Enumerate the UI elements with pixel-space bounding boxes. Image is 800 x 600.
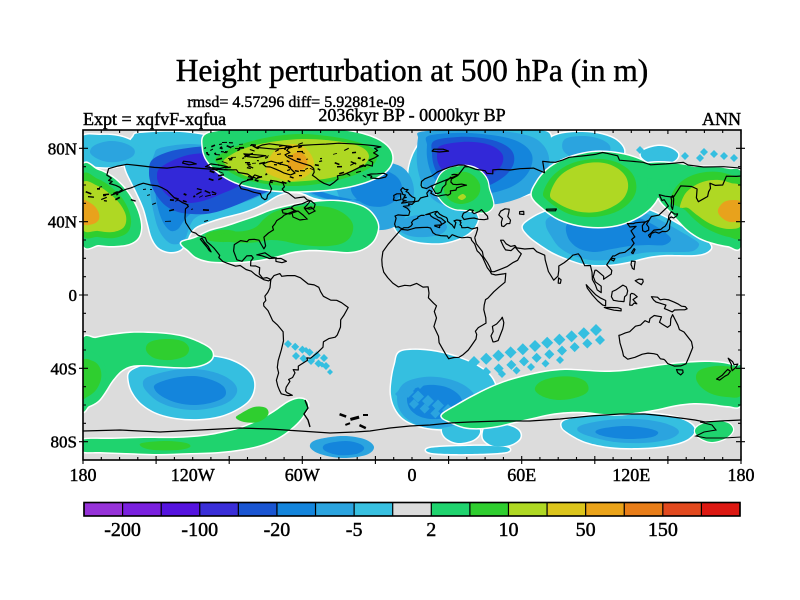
svg-text:180: 180 (70, 465, 97, 485)
svg-text:150: 150 (648, 519, 678, 541)
svg-text:120W: 120W (171, 465, 215, 485)
svg-text:-20: -20 (264, 519, 291, 541)
svg-text:120E: 120E (612, 465, 650, 485)
svg-text:40S: 40S (51, 359, 77, 378)
svg-text:50: 50 (576, 519, 596, 541)
svg-text:80S: 80S (51, 433, 77, 452)
svg-text:10: 10 (498, 519, 518, 541)
svg-text:2036kyr BP - 0000kyr BP: 2036kyr BP - 0000kyr BP (318, 105, 505, 125)
svg-text:-100: -100 (181, 519, 218, 541)
svg-text:180: 180 (728, 465, 755, 485)
svg-text:80N: 80N (48, 139, 77, 158)
svg-text:rmsd= 4.57296 diff= 5.92881e-0: rmsd= 4.57296 diff= 5.92881e-09 (187, 94, 404, 111)
svg-text:ANN: ANN (702, 109, 741, 129)
svg-text:0: 0 (69, 286, 78, 305)
svg-text:Expt = xqfvF-xqfua: Expt = xqfvF-xqfua (83, 109, 226, 129)
svg-text:-200: -200 (104, 519, 141, 541)
svg-text:2: 2 (426, 519, 436, 541)
svg-text:60W: 60W (285, 465, 320, 485)
svg-text:60E: 60E (507, 465, 536, 485)
svg-text:-5: -5 (346, 519, 363, 541)
svg-text:Height perturbation at 500 hPa: Height perturbation at 500 hPa (in m) (176, 53, 649, 88)
svg-text:40N: 40N (48, 213, 77, 232)
svg-text:0: 0 (408, 465, 417, 485)
